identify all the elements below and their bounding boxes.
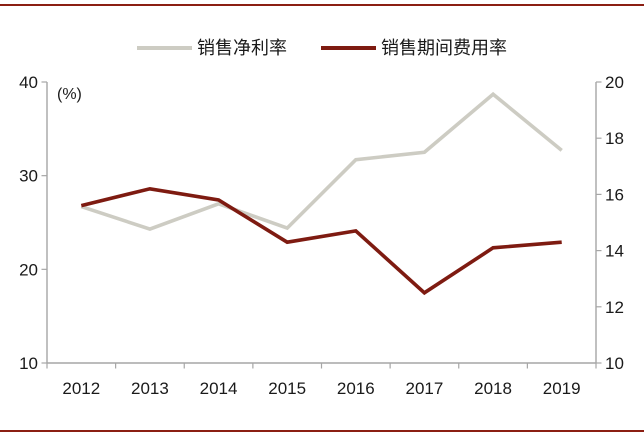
- legend-item-net-margin: 销售净利率: [137, 39, 287, 57]
- line-swatch-icon: [137, 46, 192, 50]
- right-axis-tick-label: 18: [605, 129, 624, 148]
- right-axis-tick-label: 14: [605, 242, 624, 261]
- left-axis-tick-label: 30: [19, 167, 38, 186]
- chart-legend: 销售净利率 销售期间费用率: [0, 36, 644, 60]
- legend-item-expense-ratio: 销售期间费用率: [321, 39, 507, 57]
- left-axis-tick-label: 10: [19, 354, 38, 373]
- axis-unit-label: (%): [57, 86, 82, 103]
- right-axis-tick-label: 16: [605, 185, 624, 204]
- series-line-1: [80, 186, 562, 296]
- right-axis-tick-label: 12: [605, 298, 624, 317]
- left-axis-tick-label: 40: [19, 73, 38, 92]
- legend-label: 销售期间费用率: [381, 38, 507, 58]
- right-axis-tick-label: 20: [605, 73, 624, 92]
- x-axis-tick-label: 2019: [543, 379, 581, 398]
- legend-label: 销售净利率: [197, 38, 287, 58]
- series-line-0: [80, 91, 563, 232]
- bottom-rule: [0, 429, 644, 432]
- top-rule: [0, 3, 644, 6]
- left-axis-tick-label: 20: [19, 260, 38, 279]
- right-axis-tick-label: 10: [605, 354, 624, 373]
- x-axis-tick-label: 2017: [406, 379, 444, 398]
- line-swatch-icon: [321, 46, 376, 50]
- x-axis-tick-label: 2015: [268, 379, 306, 398]
- x-axis-tick-label: 2018: [474, 379, 512, 398]
- x-axis-tick-label: 2012: [62, 379, 100, 398]
- x-axis-tick-label: 2013: [131, 379, 169, 398]
- x-axis-tick-label: 2016: [337, 379, 375, 398]
- x-axis-tick-label: 2014: [200, 379, 238, 398]
